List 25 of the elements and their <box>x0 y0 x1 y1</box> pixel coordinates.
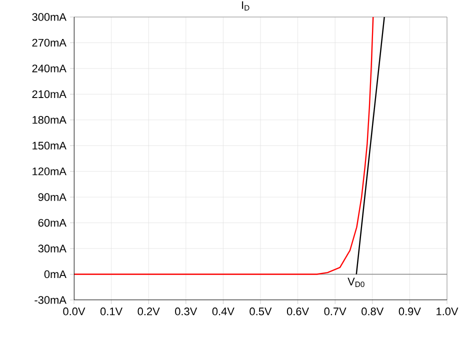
y-tick-label: 30mA <box>38 244 66 252</box>
y-tick-label: 180mA <box>32 116 66 124</box>
x-tick-label: 0.5V <box>250 308 272 316</box>
x-tick-label: 0.4V <box>212 308 234 316</box>
x-tick-label: 0.8V <box>362 308 384 316</box>
y-tick-label: 240mA <box>32 64 66 72</box>
x-tick-label: 0.9V <box>398 308 421 316</box>
y-tick-label: 210mA <box>32 90 66 98</box>
y-tick-label: 60mA <box>38 218 66 227</box>
x-tick-label: 0.2V <box>138 308 160 316</box>
x-tick-label: 0.3V <box>175 308 198 316</box>
chart-title: I$_{D}$ <box>242 1 250 11</box>
x-tick-label: 0.0V <box>63 308 86 316</box>
x-tick-label: 0.6V <box>286 308 310 316</box>
y-tick-label: 270mA <box>32 38 66 47</box>
y-tick-label: 300mA <box>32 13 66 21</box>
x-tick-label: 0.7V <box>324 308 346 316</box>
y-tick-label: 90mA <box>38 193 66 201</box>
x-tick-label: 1.0V <box>436 308 458 316</box>
y-tick-label: -30mA <box>34 296 66 304</box>
x-tick-label: 0.1V <box>100 308 123 316</box>
y-tick-label: 150mA <box>32 142 66 150</box>
y-tick-label: 0mA <box>44 270 66 278</box>
y-tick-label: 120mA <box>32 167 66 176</box>
annotation: V$_{D0}$ <box>348 278 364 288</box>
